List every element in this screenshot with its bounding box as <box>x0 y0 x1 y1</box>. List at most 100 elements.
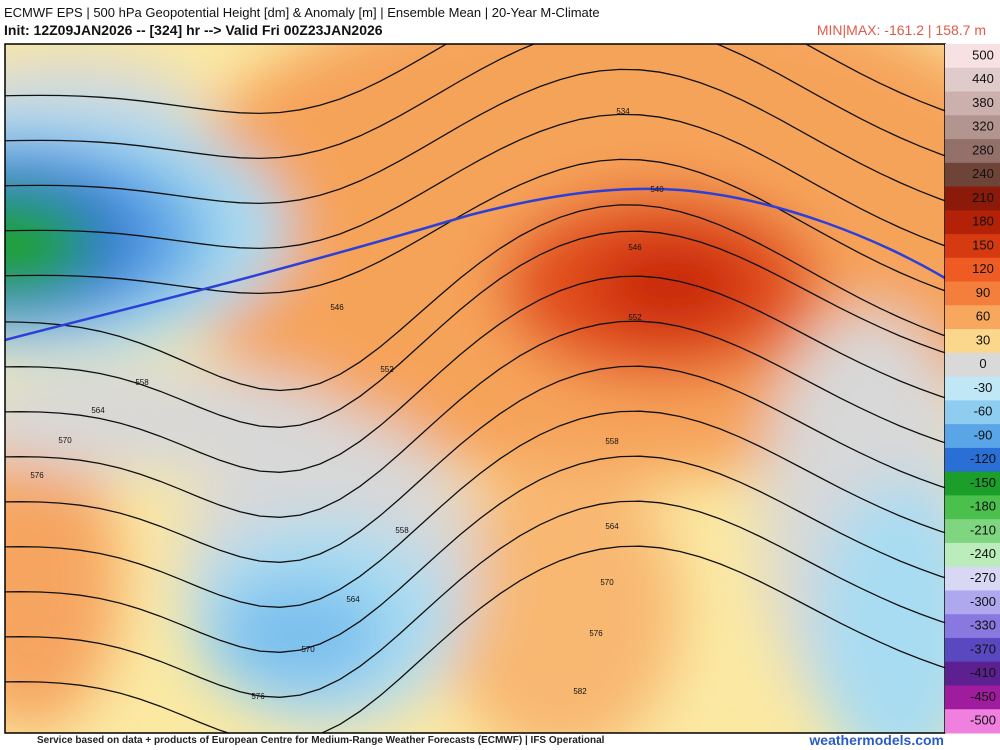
colorbar-label: 120 <box>972 261 994 276</box>
colorbar-swatch <box>945 519 1000 544</box>
contour-line <box>5 320 945 518</box>
colorbar-swatch <box>945 186 1000 211</box>
colorbar-label: 150 <box>972 237 994 252</box>
colorbar-label: -240 <box>970 546 996 561</box>
colorbar-swatch <box>945 139 1000 164</box>
colorbar-swatch <box>945 685 1000 710</box>
colorbar-swatch <box>945 542 1000 568</box>
contour-label: 558 <box>135 378 149 387</box>
colorbar-swatch <box>945 400 1000 425</box>
colorbar-swatch <box>945 44 1000 69</box>
contour-line <box>5 365 945 563</box>
contour-line <box>5 44 945 115</box>
colorbar-label: -300 <box>970 594 996 609</box>
colorbar-label: 90 <box>976 285 990 300</box>
contour-line <box>5 204 945 392</box>
colorbar-label: -330 <box>970 618 996 633</box>
colorbar-label: -210 <box>970 522 996 537</box>
colorbar-swatch <box>945 376 1000 401</box>
colorbar-swatch <box>945 352 1000 378</box>
contour-label: 552 <box>628 313 642 322</box>
contour-label: 570 <box>600 578 614 587</box>
colorbar-swatch <box>945 637 1000 663</box>
contour-label: 558 <box>395 526 409 535</box>
colorbar-swatch <box>945 590 1000 615</box>
contour-labels: 534 540 546 546 552 552 558 558 564 564 564 570 570 5… <box>30 107 664 701</box>
contour-label: 546 <box>330 303 344 312</box>
colorbar-label: -60 <box>974 404 993 419</box>
colorbar-swatch <box>945 91 1000 116</box>
contour-label: 576 <box>589 629 603 638</box>
colorbar-label: -270 <box>970 570 996 585</box>
contour-label: 576 <box>251 692 265 701</box>
colorbar-swatch <box>945 329 1000 354</box>
contour-label: 564 <box>91 406 105 415</box>
colorbar-label: -150 <box>970 475 996 490</box>
colorbar-swatch <box>945 257 1000 283</box>
contour-label: 558 <box>605 437 619 446</box>
contour-line <box>5 230 945 428</box>
colorbar-label: 240 <box>972 166 994 181</box>
contour-line <box>5 113 945 250</box>
colorbar-swatch <box>945 566 1000 591</box>
contour-line <box>5 500 945 698</box>
colorbar-swatch <box>945 709 1000 734</box>
contour-label: 534 <box>616 107 630 116</box>
colorbar-label: 440 <box>972 71 994 86</box>
colorbar-label: 280 <box>972 142 994 157</box>
colorbar-label: -500 <box>970 713 996 728</box>
colorbar-swatch <box>945 471 1000 496</box>
colorbar-swatch <box>945 210 1000 235</box>
contour-label: 540 <box>650 185 664 194</box>
contour-label: 564 <box>346 595 360 604</box>
colorbar-label: -120 <box>970 451 996 466</box>
colorbar-swatch <box>945 495 1000 520</box>
contour-line <box>5 455 945 653</box>
title: ECMWF EPS | 500 hPa Geopotential Height … <box>4 5 600 20</box>
colorbar: 500 440 380 320 280 240 210 180 150 120 90 60 30 0 -30… <box>945 44 1000 734</box>
colorbar-label: -370 <box>970 641 996 656</box>
colorbar-label: -410 <box>970 665 996 680</box>
contour-540 <box>5 187 945 342</box>
colorbar-label: 320 <box>972 119 994 134</box>
colorbar-label: 0 <box>979 356 986 371</box>
colorbar-label: -90 <box>974 427 993 442</box>
colorbar-swatch <box>945 661 1000 686</box>
colorbar-swatch <box>945 447 1000 473</box>
colorbar-swatch <box>945 424 1000 449</box>
colorbar-label: 180 <box>972 214 994 229</box>
colorbar-swatch <box>945 67 1000 93</box>
contour-line <box>5 410 945 608</box>
colorbar-label: 500 <box>972 47 994 62</box>
colorbar-label: 60 <box>976 309 990 324</box>
contour-label: 552 <box>380 365 394 374</box>
colorbar-label: -180 <box>970 499 996 514</box>
colorbar-swatch <box>945 162 1000 188</box>
contour-label: 582 <box>573 687 587 696</box>
colorbar-swatch <box>945 234 1000 259</box>
colorbar-label: 380 <box>972 95 994 110</box>
contour-label: 570 <box>301 645 315 654</box>
contour-label: 576 <box>30 471 44 480</box>
contour-lines <box>5 44 945 733</box>
contour-line <box>5 545 945 733</box>
colorbar-label: -30 <box>974 380 993 395</box>
colorbar-swatch <box>945 614 1000 639</box>
contour-label: 570 <box>58 436 72 445</box>
colorbar-label: 210 <box>972 190 994 205</box>
contour-line <box>5 158 945 295</box>
contour-line <box>5 44 945 160</box>
brand[interactable]: weathermodels.com <box>809 732 944 748</box>
colorbar-swatch <box>945 281 1000 306</box>
colorbar-swatch <box>945 305 1000 330</box>
contour-line <box>5 68 945 205</box>
colorbar-swatch <box>945 115 1000 140</box>
contour-line <box>5 275 945 473</box>
credit: Service based on data + products of Euro… <box>37 735 605 746</box>
contour-label: 546 <box>628 243 642 252</box>
colorbar-label: -450 <box>970 689 996 704</box>
init-line: Init: 12Z09JAN2026 -- [324] hr --> Valid… <box>4 22 383 38</box>
